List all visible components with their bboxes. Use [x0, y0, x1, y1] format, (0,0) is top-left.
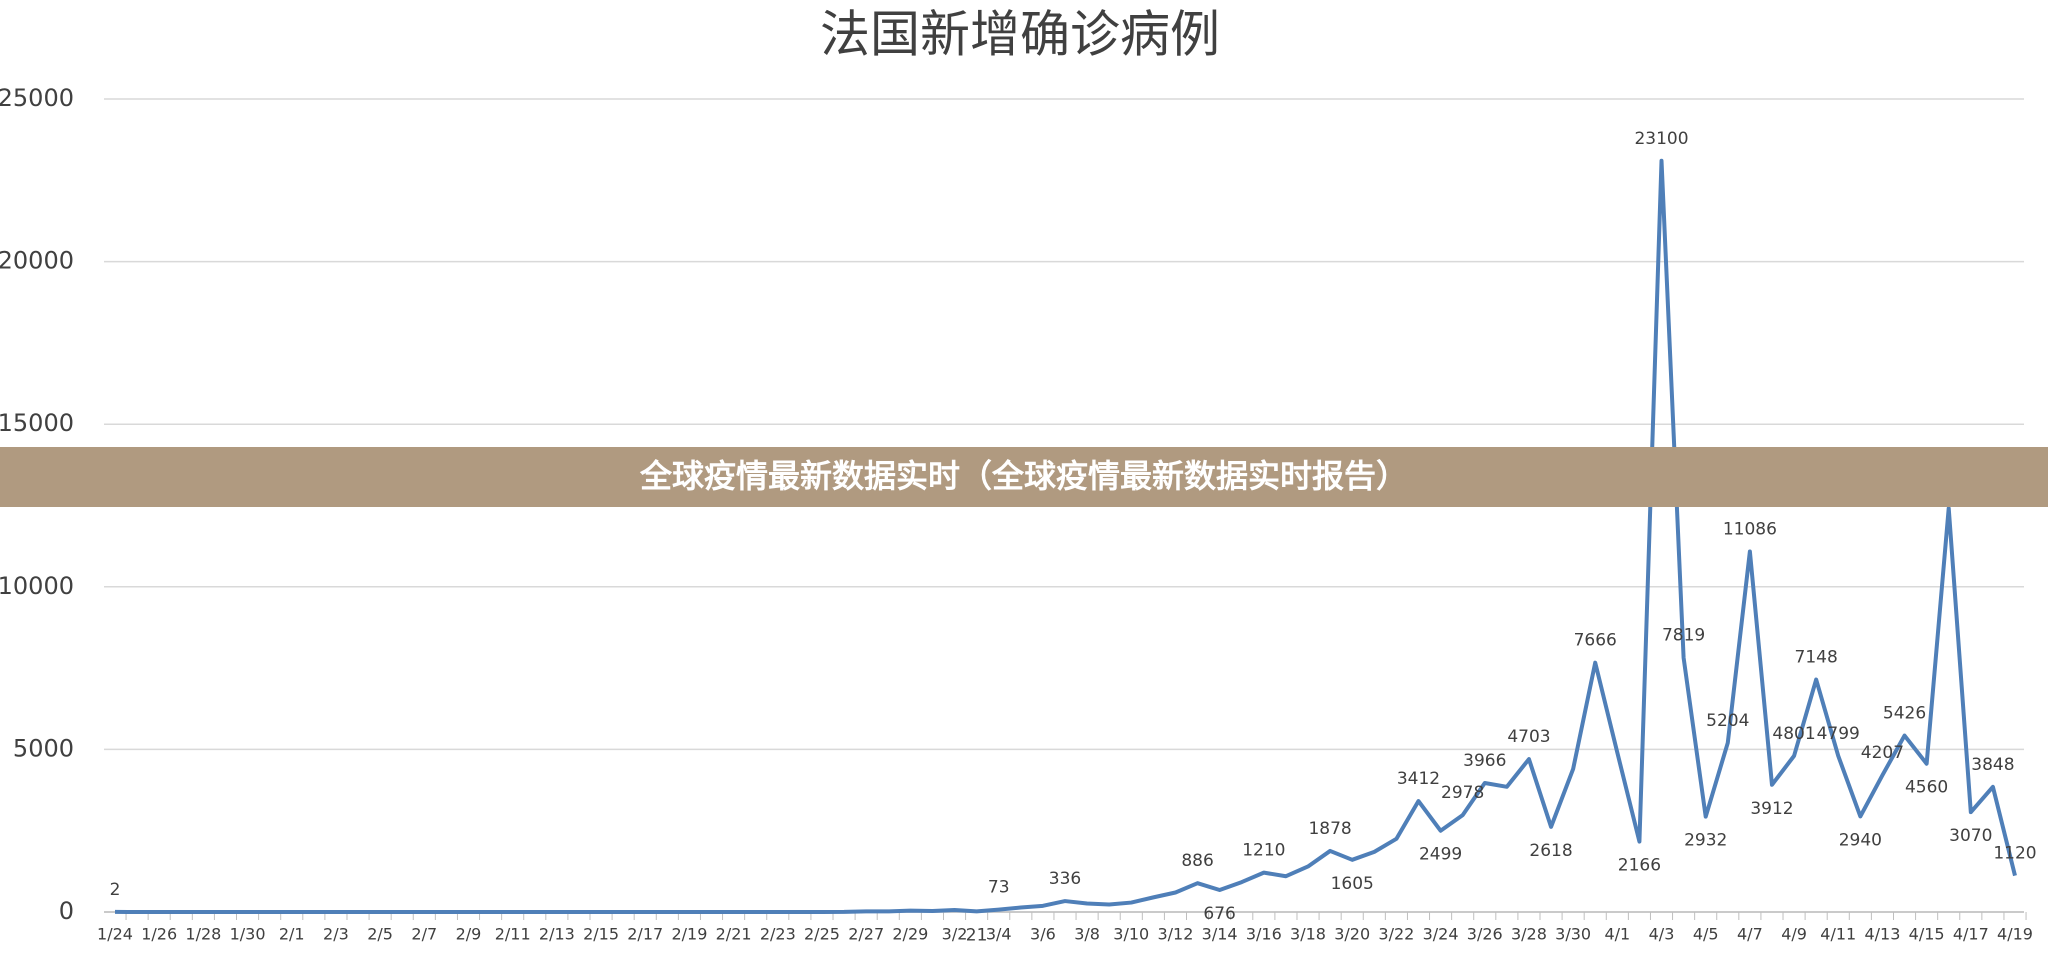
- data-label: 3070: [1949, 826, 1992, 846]
- x-tick-label: 1/28: [185, 925, 221, 944]
- x-tick-label: 3/26: [1467, 925, 1503, 944]
- x-tick-label: 2/17: [627, 925, 663, 944]
- data-label: 3912: [1750, 799, 1793, 819]
- data-label: 2978: [1441, 783, 1484, 803]
- x-tick-label: 3/28: [1511, 925, 1547, 944]
- data-label: 2940: [1839, 830, 1882, 850]
- x-tick-label: 3/10: [1113, 925, 1149, 944]
- x-tick-label: 4/11: [1820, 925, 1856, 944]
- data-label: 2: [110, 880, 121, 900]
- x-tick-label: 2/13: [539, 925, 575, 944]
- data-label: 676: [1203, 904, 1235, 924]
- data-label: 7148: [1795, 648, 1838, 668]
- x-tick-label: 2/23: [760, 925, 796, 944]
- x-tick-label: 2/5: [367, 925, 393, 944]
- x-tick-label: 3/12: [1157, 925, 1193, 944]
- x-tick-label: 1/26: [141, 925, 177, 944]
- x-tick-label: 4/17: [1953, 925, 1989, 944]
- x-tick-label: 2/19: [671, 925, 707, 944]
- data-label: 1605: [1331, 874, 1374, 894]
- data-label: 3412: [1397, 769, 1440, 789]
- x-tick-label: 3/30: [1555, 925, 1591, 944]
- x-tick-label: 3/22: [1378, 925, 1414, 944]
- x-tick-label: 3/16: [1246, 925, 1282, 944]
- x-tick-label: 2/11: [495, 925, 531, 944]
- data-label: 11086: [1723, 519, 1777, 539]
- data-label: 2932: [1684, 831, 1727, 851]
- x-tick-label: 2/9: [456, 925, 482, 944]
- data-line: [114, 158, 2017, 914]
- x-tick-label: 2/27: [848, 925, 884, 944]
- x-tick-label: 3/24: [1423, 925, 1459, 944]
- data-label: 23100: [1634, 129, 1688, 149]
- x-tick-label: 3/4: [986, 925, 1012, 944]
- data-label: 2166: [1618, 856, 1661, 876]
- y-tick-label: 10000: [0, 572, 74, 600]
- x-tick-label: 2/25: [804, 925, 840, 944]
- x-tick-label: 2/21: [716, 925, 752, 944]
- chart-title: 法国新增确诊病例: [820, 6, 1220, 64]
- data-label: 4801: [1772, 724, 1815, 744]
- x-tick-label: 3/20: [1334, 925, 1370, 944]
- data-label: 2499: [1419, 845, 1462, 865]
- x-tick-label: 3/2: [942, 925, 968, 944]
- overlay-text: 全球疫情最新数据实时（全球疫情最新数据实时报告）: [639, 457, 1408, 495]
- data-label: 5426: [1883, 704, 1926, 724]
- x-tick-label: 3/14: [1202, 925, 1238, 944]
- data-label: 3966: [1463, 751, 1506, 771]
- y-tick-label: 15000: [0, 409, 74, 437]
- data-label: 4799: [1817, 724, 1860, 744]
- y-tick-label: 0: [59, 897, 74, 925]
- y-tick-label: 25000: [0, 84, 74, 112]
- data-label: 4560: [1905, 778, 1948, 798]
- data-label: 7819: [1662, 626, 1705, 646]
- x-tick-label: 3/18: [1290, 925, 1326, 944]
- data-label: 5204: [1706, 711, 1749, 731]
- x-tick-label: 4/1: [1604, 925, 1630, 944]
- data-label: 4207: [1861, 743, 1904, 763]
- x-tick-label: 4/3: [1649, 925, 1675, 944]
- data-label: 7666: [1574, 631, 1617, 651]
- x-tick-label: 4/15: [1909, 925, 1945, 944]
- data-label: 336: [1049, 869, 1081, 889]
- data-label: 1120: [1993, 844, 2036, 864]
- y-tick-label: 5000: [13, 734, 74, 762]
- y-tick-label: 20000: [0, 247, 74, 275]
- x-tick-label: 3/8: [1074, 925, 1100, 944]
- data-label: 4703: [1507, 727, 1550, 747]
- data-label: 2618: [1529, 841, 1572, 861]
- x-tick-label: 4/7: [1737, 925, 1763, 944]
- x-tick-label: 3/6: [1030, 925, 1056, 944]
- x-tick-label: 2/3: [323, 925, 349, 944]
- x-tick-label: 4/19: [1997, 925, 2033, 944]
- data-label: 1210: [1242, 841, 1285, 861]
- x-tick-label: 2/1: [279, 925, 305, 944]
- data-label: 21: [966, 925, 988, 945]
- data-label: 1878: [1308, 819, 1351, 839]
- overlay-band: [0, 447, 2048, 507]
- x-tick-label: 1/24: [97, 925, 133, 944]
- x-tick-label: 4/13: [1864, 925, 1900, 944]
- data-label: 3848: [1971, 755, 2014, 775]
- x-tick-label: 1/30: [230, 925, 266, 944]
- x-tick-label: 2/15: [583, 925, 619, 944]
- data-label: 886: [1181, 851, 1213, 871]
- data-label: 73: [988, 878, 1010, 898]
- x-tick-label: 2/7: [411, 925, 437, 944]
- x-tick-label: 4/9: [1781, 925, 1807, 944]
- x-tick-label: 4/5: [1693, 925, 1719, 944]
- x-tick-label: 2/29: [892, 925, 928, 944]
